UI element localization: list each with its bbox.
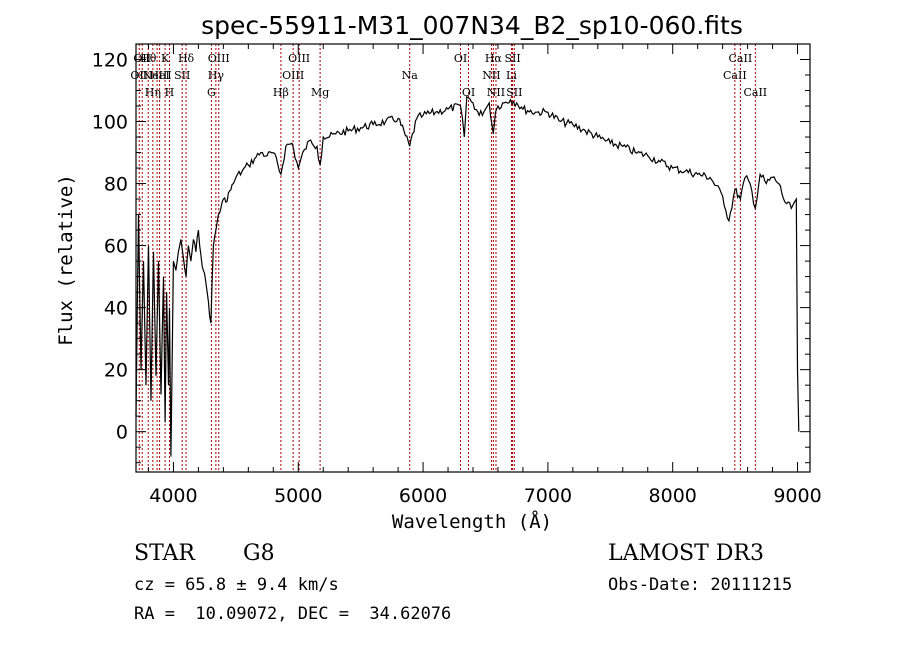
y-tick-label: 80 <box>104 174 128 196</box>
spectral-line-markers <box>138 44 756 472</box>
line-marker-label-23: Li <box>506 69 517 82</box>
x-tick-label: 6000 <box>399 485 447 507</box>
plot-frame <box>135 43 811 473</box>
line-marker-label-11: Hγ <box>208 69 225 82</box>
chart-title: spec-55911-M31_007N34_B2_sp10-060.fits <box>201 11 743 40</box>
redshift-info: cz = 65.8 ± 9.4 km/s <box>134 575 339 595</box>
line-marker-label-13: Hβ <box>273 86 289 99</box>
line-marker-label-25: SII <box>506 86 522 99</box>
spectrum-line <box>135 95 800 457</box>
line-marker-label-4: NeIII <box>143 69 172 82</box>
y-tick-label: 60 <box>104 236 128 258</box>
line-marker-label-9: Hδ <box>178 52 195 65</box>
line-marker-label-5: HeI <box>149 69 169 82</box>
x-tick-label: 5000 <box>274 485 322 507</box>
line-marker-label-14: OIII <box>282 69 304 82</box>
line-marker-label-2: Hθ <box>140 52 157 65</box>
object-subclass: G8 <box>243 541 275 566</box>
y-tick-label: 0 <box>116 422 128 444</box>
line-marker-label-22: NII <box>487 86 505 99</box>
line-marker-label-20: NII <box>482 69 500 82</box>
y-tick-label: 20 <box>104 360 128 382</box>
x-tick-label: 9000 <box>773 485 821 507</box>
y-tick-label: 40 <box>104 298 128 320</box>
x-axis-ticks: 4000 5000 6000 7000 8000 9000 <box>147 44 822 507</box>
object-class: STAR <box>134 541 196 566</box>
x-tick-label: 8000 <box>649 485 697 507</box>
survey-name: LAMOST DR3 <box>608 541 764 566</box>
y-tick-label: 120 <box>92 50 128 72</box>
obs-date: Obs-Date: 20111215 <box>608 575 792 595</box>
line-marker-label-17: Na <box>402 69 419 82</box>
coordinates: RA = 10.09072, DEC = 34.62076 <box>134 604 451 624</box>
y-tick-label: 100 <box>92 112 128 134</box>
line-marker-label-26: CaII <box>723 69 747 82</box>
line-marker-label-7: H <box>165 86 175 99</box>
x-axis-label: Wavelength (Å) <box>392 510 552 533</box>
line-marker-label-27: CaII <box>729 52 753 65</box>
y-axis-label: Flux (relative) <box>55 174 77 346</box>
line-marker-label-18: OI <box>454 52 467 65</box>
line-marker-label-6: K <box>161 52 170 65</box>
y-axis-ticks: 0 20 40 60 80 100 120 <box>92 50 810 464</box>
x-tick-label: 7000 <box>524 485 572 507</box>
line-marker-label-10: G <box>207 86 216 99</box>
spectral-line-labels: OIIOIIHθHηNeIIIHeIKHSIIHδGHγOIIIHβOIIIOI… <box>130 52 767 99</box>
x-tick-label: 4000 <box>149 485 197 507</box>
line-marker-label-3: Hη <box>145 86 161 99</box>
line-marker-label-8: SII <box>174 69 190 82</box>
line-marker-label-21: Hα <box>485 52 503 65</box>
line-marker-label-24: SII <box>504 52 520 65</box>
line-marker-label-12: OIII <box>208 52 230 65</box>
line-marker-label-19: OI <box>462 86 475 99</box>
line-marker-label-15: OIII <box>288 52 310 65</box>
line-marker-label-16: Mg <box>311 86 329 99</box>
line-marker-label-28: CaII <box>743 86 767 99</box>
line-marker-label-1: OII <box>133 52 151 65</box>
